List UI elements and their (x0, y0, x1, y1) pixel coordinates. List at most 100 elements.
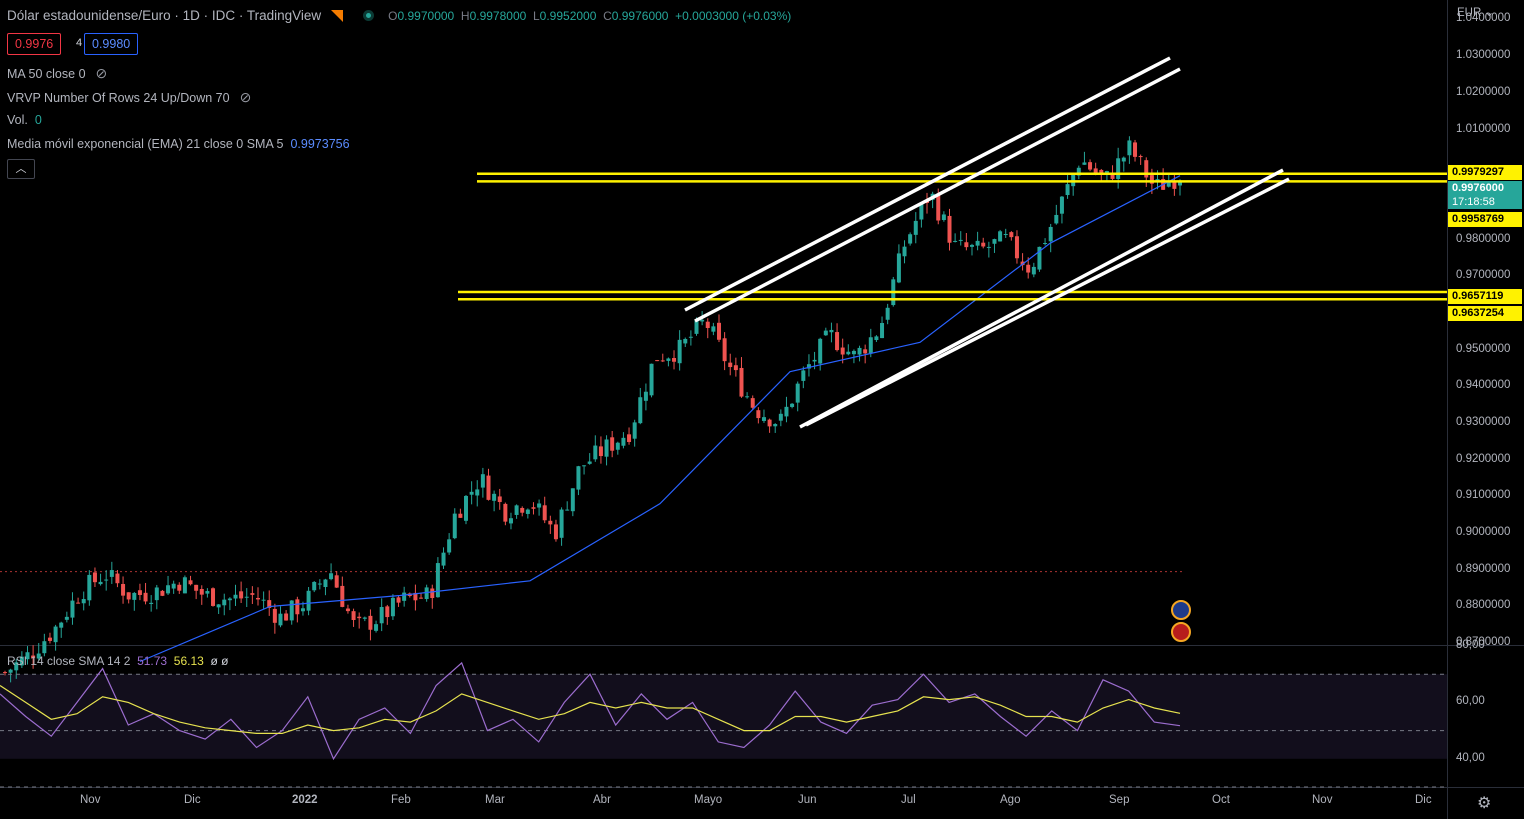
gear-icon[interactable]: ⚙ (1477, 795, 1492, 812)
chevron-down-icon: ⌄ (1484, 7, 1495, 19)
low-key: L (532, 8, 540, 23)
rsi-extra: ø ø (210, 654, 229, 668)
candle-body (913, 220, 918, 235)
candle-body (902, 246, 907, 257)
candle-body (323, 579, 328, 588)
candle-body (115, 573, 120, 584)
indicator-ma50[interactable]: MA 50 close 0 ⊘ (7, 65, 107, 82)
candle-body (362, 617, 367, 619)
candle-body (525, 509, 530, 514)
candle-body (823, 330, 828, 336)
candle-body (284, 613, 289, 621)
candle-body (121, 583, 126, 596)
collapse-legend-button[interactable]: ︿ (7, 159, 35, 179)
time-axis-label: Jun (798, 794, 817, 806)
candle-body (154, 587, 159, 601)
candle-body (666, 358, 671, 361)
candle-body (570, 488, 575, 512)
candle-body (1172, 181, 1177, 189)
candle-body (998, 231, 1003, 242)
buy-button[interactable]: 0.9980 (84, 33, 139, 55)
rsi-sma-value: 56.13 (173, 654, 204, 668)
price-axis-label: 0.9700000 (1456, 269, 1511, 282)
eye-hidden-icon[interactable]: ⊘ (239, 89, 252, 105)
level-price-tag: 0.9979297 (1448, 165, 1522, 180)
sell-button[interactable]: 0.9976 (7, 33, 62, 55)
candle-body (1110, 172, 1115, 179)
candle-body (806, 364, 811, 369)
eye-hidden-icon[interactable]: ⊘ (95, 65, 108, 81)
price-axis-label: 0.9800000 (1456, 232, 1511, 245)
candle-body (835, 332, 840, 351)
candle-body (76, 602, 81, 604)
candle-body (992, 239, 997, 244)
candle-body (171, 583, 176, 589)
candle-body (104, 579, 109, 581)
price-axis-label: 0.8800000 (1456, 599, 1511, 612)
candle-body (59, 622, 64, 628)
candle-body (812, 359, 817, 362)
candle-body (1031, 266, 1036, 275)
price-axis-label: 0.9000000 (1456, 526, 1511, 539)
candle-body (773, 424, 778, 427)
candle-body (868, 337, 873, 354)
candle-body (964, 242, 969, 248)
candle-body (1133, 142, 1138, 157)
indicator-label: VRVP Number Of Rows 24 Up/Down 70 (7, 91, 230, 105)
candle-body (520, 507, 525, 513)
candle-body (357, 616, 362, 619)
us-flag-icon (1171, 622, 1191, 642)
candle-body (1020, 261, 1025, 266)
ohlc-values: O0.9970000 H0.9978000 L0.9952000 C0.9976… (388, 9, 791, 23)
candle-body (733, 365, 738, 371)
candle-body (621, 437, 626, 446)
price-tag-value: 0.9979297 (1452, 166, 1504, 178)
candle-body (801, 370, 806, 381)
price-tag-value: 0.9958769 (1452, 213, 1504, 225)
candle-body (1099, 169, 1104, 175)
candle-body (126, 592, 131, 600)
candle-body (87, 574, 92, 601)
time-axis-label: Nov (80, 794, 101, 806)
spread-value: 4 (76, 37, 83, 49)
rsi-legend[interactable]: RSI 14 close SMA 14 2 51.73 56.13 ø ø (7, 654, 228, 668)
currency-selector[interactable]: EUR ⌄ (1457, 5, 1494, 19)
candle-body (385, 606, 390, 618)
candle-body (1138, 156, 1143, 158)
candle-body (166, 585, 171, 594)
candle-body (705, 321, 710, 329)
candle-body (1155, 179, 1160, 181)
candle-body (312, 581, 317, 591)
flag-icon[interactable] (331, 9, 344, 22)
indicator-vrvp[interactable]: VRVP Number Of Rows 24 Up/Down 70 ⊘ (7, 89, 251, 106)
candle-body (447, 539, 452, 553)
candle-body (317, 583, 322, 585)
candle-body (711, 326, 716, 332)
candle-body (402, 592, 407, 601)
candle-body (975, 240, 980, 246)
price-tag-value: 0.9657119 (1452, 290, 1504, 302)
candle-body (19, 656, 24, 666)
candle-body (503, 503, 508, 522)
market-status-icon[interactable] (363, 10, 375, 21)
rsi-value: 51.73 (137, 654, 168, 668)
candle-body (25, 652, 30, 660)
indicator-volume[interactable]: Vol. 0 (7, 113, 42, 127)
candle-body (896, 253, 901, 283)
candle-body (598, 446, 603, 457)
candle-body (700, 319, 705, 322)
candle-body (1076, 167, 1081, 176)
candle-body (610, 437, 615, 451)
price-axis-label: 1.0300000 (1456, 49, 1511, 62)
candle-body (615, 442, 620, 450)
candle-body (1026, 264, 1031, 273)
candle-body (1104, 171, 1109, 174)
indicator-ema[interactable]: Media móvil exponencial (EMA) 21 close 0… (7, 137, 350, 151)
time-axis-label: Dic (1415, 794, 1432, 806)
candle-body (216, 604, 221, 608)
candle-body (1178, 181, 1182, 186)
candle-body (64, 616, 69, 620)
symbol-title[interactable]: Dólar estadounidense/Euro · 1D · IDC · T… (7, 8, 322, 23)
